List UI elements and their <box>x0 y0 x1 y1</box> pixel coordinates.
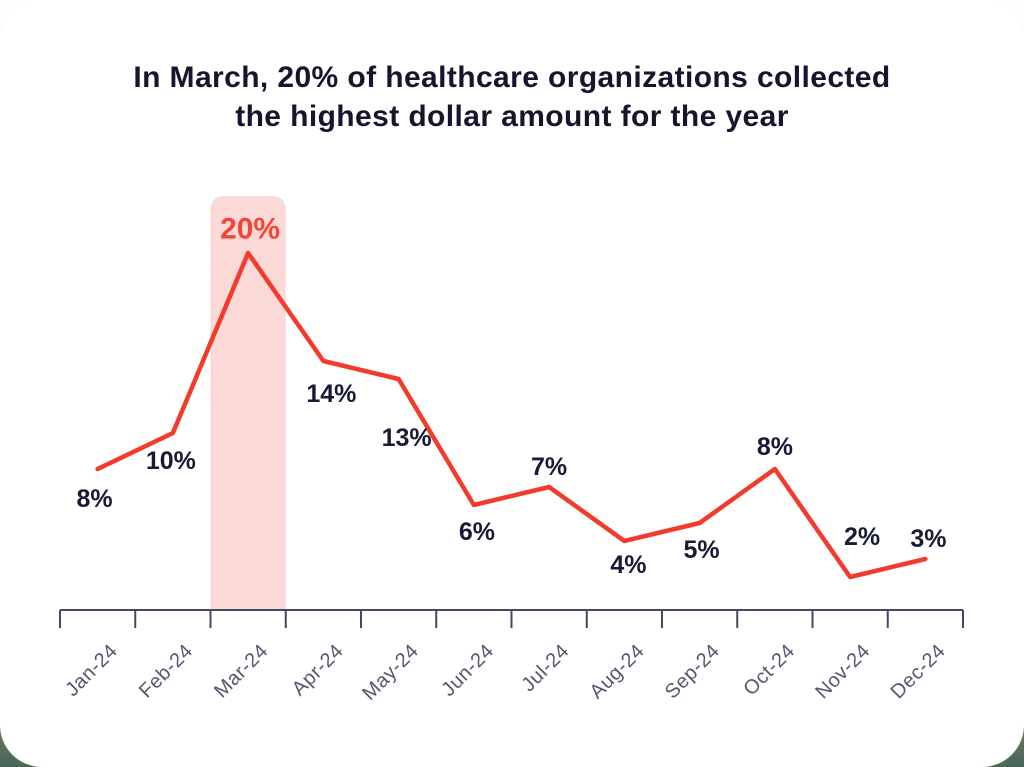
chart-title-line2: the highest dollar amount for the year <box>235 100 789 133</box>
month-label-sep-24: Sep-24 <box>661 640 724 703</box>
month-label-feb-24: Feb-24 <box>135 640 197 702</box>
month-label-dec-24: Dec-24 <box>887 640 950 703</box>
month-label-may-24: May-24 <box>358 640 423 705</box>
data-label-oct-24: 8% <box>757 433 793 461</box>
data-label-dec-24: 3% <box>910 525 946 553</box>
month-label-mar-24: Mar-24 <box>210 640 272 702</box>
data-label-feb-24: 10% <box>146 447 196 475</box>
month-label-jun-24: Jun-24 <box>438 640 499 701</box>
month-label-nov-24: Nov-24 <box>811 640 874 703</box>
data-label-may-24: 13% <box>382 424 432 452</box>
month-label-jul-24: Jul-24 <box>517 640 573 696</box>
data-label-mar-24: 20% <box>220 213 280 246</box>
month-label-aug-24: Aug-24 <box>586 640 649 703</box>
series-line <box>95 250 928 580</box>
data-label-jul-24: 7% <box>531 453 567 481</box>
month-label-jan-24: Jan-24 <box>61 640 122 701</box>
data-label-jun-24: 6% <box>459 518 495 546</box>
chart-title-line1: In March, 20% of healthcare organization… <box>133 61 891 94</box>
data-label-sep-24: 5% <box>684 536 720 564</box>
data-label-jan-24: 8% <box>77 485 113 513</box>
data-label-aug-24: 4% <box>610 551 646 579</box>
month-label-oct-24: Oct-24 <box>739 640 799 700</box>
data-label-apr-24: 14% <box>306 380 356 408</box>
chart-title: In March, 20% of healthcare organization… <box>0 58 1024 136</box>
data-label-nov-24: 2% <box>844 523 880 551</box>
month-label-apr-24: Apr-24 <box>288 640 348 700</box>
